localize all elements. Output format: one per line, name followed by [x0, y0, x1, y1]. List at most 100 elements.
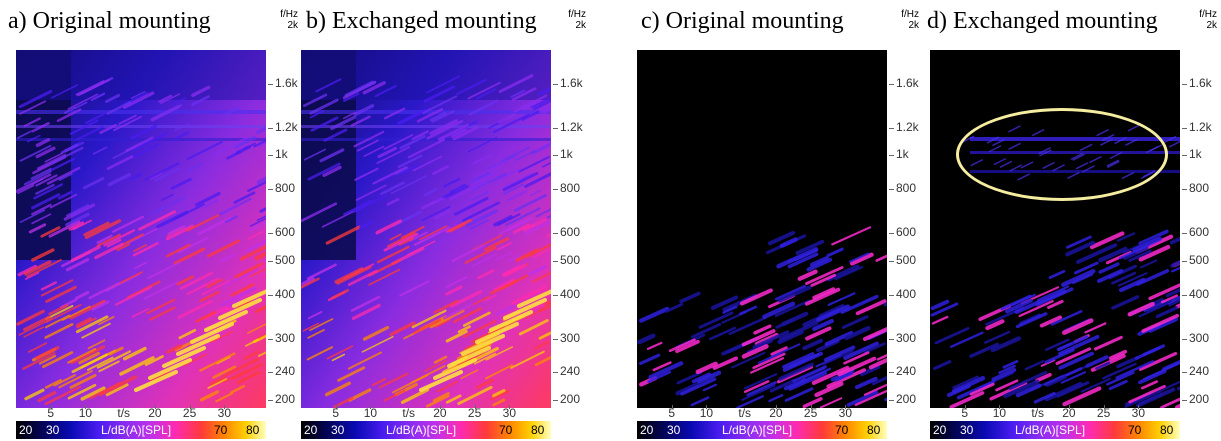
y-tick-label: 300: [275, 330, 296, 345]
x-tick-label: 5: [332, 406, 340, 420]
x-tick-label: 20: [148, 406, 162, 420]
y-tick-label: 800: [896, 181, 917, 196]
colorbar-tick-label: 80: [867, 423, 881, 437]
colorbar-label: L/dB(A)[SPL]: [101, 423, 172, 437]
x-unit-label: t/s: [402, 406, 416, 420]
y-tick-mark: [268, 155, 273, 157]
x-tick-mark: [810, 405, 812, 409]
y-tick-label: 600: [896, 225, 917, 240]
y-unit-label: f/Hz: [1199, 9, 1217, 20]
title-c: c) Original mounting: [641, 8, 844, 34]
spectrogram-c-plot: [637, 50, 887, 408]
colorbar-tick-label: 70: [835, 423, 849, 437]
title-b: b) Exchanged mounting: [306, 8, 537, 34]
y-tick-label: 400: [560, 286, 581, 301]
y-tick-mark: [1182, 189, 1187, 191]
y-tick-mark: [1182, 83, 1187, 85]
x-unit-label: t/s: [738, 406, 752, 420]
y-tick-mark: [268, 294, 273, 296]
y-tick-label: 800: [275, 181, 296, 196]
y-tick-label: 300: [1189, 330, 1210, 345]
colorbar-tick-label: 30: [331, 423, 345, 437]
y-tick-label: 800: [560, 181, 581, 196]
y-tick-mark: [553, 83, 558, 85]
x-tick-mark: [224, 405, 226, 409]
y-tick-mark: [268, 83, 273, 85]
title-a: a) Original mounting: [8, 8, 211, 34]
y-tick-mark: [889, 260, 894, 262]
x-tick-label: 10: [992, 406, 1007, 420]
y-tick-mark: [553, 155, 558, 157]
colorbar-tick-label: 80: [531, 423, 545, 437]
y-tick-mark: [268, 233, 273, 235]
y-tick-mark: [553, 233, 558, 235]
colorbar-tick-label: 80: [1160, 423, 1174, 437]
y-tick-label: 240: [560, 364, 581, 379]
y-tick-label: 240: [1189, 364, 1210, 379]
y-tick-mark: [1182, 294, 1187, 296]
spectrogram-d-plot: [930, 50, 1180, 408]
y-tick-label: 1.2k: [1189, 119, 1212, 134]
x-tick-mark: [189, 405, 191, 409]
y-tick-label: 400: [275, 286, 296, 301]
y-tick-mark: [268, 372, 273, 374]
y-tick-mark: [889, 294, 894, 296]
colorbar-tick-label: 30: [46, 423, 60, 437]
colorbar-label: L/dB(A)[SPL]: [386, 423, 457, 437]
y-unit-top-value: 2k: [908, 20, 919, 31]
y-tick-label: 1k: [1189, 147, 1202, 162]
y-tick-mark: [268, 260, 273, 262]
y-tick-mark: [1182, 233, 1187, 235]
y-unit-d: f/Hz 2k: [1187, 9, 1217, 31]
y-tick-label: 240: [896, 364, 917, 379]
y-tick-label: 200: [896, 392, 917, 407]
x-tick-label: 20: [769, 406, 783, 420]
colorbar-tick-label: 20: [933, 423, 947, 437]
y-tick-mark: [889, 233, 894, 235]
colorbar-c: 20 30 L/dB(A)[SPL] 70 80: [637, 421, 887, 439]
y-tick-mark: [889, 400, 894, 402]
x-tick-mark: [706, 405, 708, 409]
y-tick-mark: [553, 127, 558, 129]
y-tick-label: 400: [896, 286, 917, 301]
highlight-ellipse: [956, 108, 1168, 201]
spectrogram-a: [16, 50, 266, 408]
x-tick-label: 5: [668, 406, 676, 420]
y-tick-mark: [1182, 372, 1187, 374]
y-tick-label: 400: [1189, 286, 1210, 301]
y-unit-b: f/Hz 2k: [556, 9, 586, 31]
colorbar-d: 20 30 L/dB(A)[SPL] 70 80: [930, 421, 1180, 439]
colorbar-label: L/dB(A)[SPL]: [1015, 423, 1086, 437]
y-tick-mark: [553, 260, 558, 262]
y-unit-label: f/Hz: [901, 9, 919, 20]
colorbar-label: L/dB(A)[SPL]: [722, 423, 793, 437]
x-tick-mark: [370, 405, 372, 409]
x-tick-label: 30: [1131, 406, 1146, 420]
y-tick-label: 1k: [896, 147, 909, 162]
spectrogram-a-plot: [16, 50, 266, 408]
y-tick-label: 1.2k: [896, 119, 919, 134]
x-tick-mark: [1103, 405, 1105, 409]
x-tick-mark: [474, 405, 476, 409]
y-tick-mark: [1182, 260, 1187, 262]
spectrogram-c: [637, 50, 887, 408]
y-unit-a: f/Hz 2k: [272, 9, 298, 31]
y-tick-label: 500: [560, 252, 581, 267]
y-tick-mark: [268, 400, 273, 402]
x-tick-mark: [509, 405, 511, 409]
x-tick-label: 30: [217, 406, 232, 420]
y-tick-label: 1k: [560, 147, 573, 162]
y-tick-label: 1.6k: [896, 75, 919, 90]
colorbar-tick-label: 30: [667, 423, 681, 437]
y-tick-label: 500: [1189, 252, 1210, 267]
y-tick-mark: [553, 294, 558, 296]
x-tick-label: 20: [1062, 406, 1076, 420]
y-tick-label: 240: [275, 364, 296, 379]
x-tick-label: 25: [1096, 406, 1111, 420]
colorbar-tick-label: 70: [1128, 423, 1142, 437]
y-tick-mark: [889, 83, 894, 85]
y-tick-label: 1.6k: [275, 75, 298, 90]
x-tick-mark: [845, 405, 847, 409]
x-tick-mark: [439, 405, 441, 409]
colorbar-tick-label: 70: [214, 423, 228, 437]
